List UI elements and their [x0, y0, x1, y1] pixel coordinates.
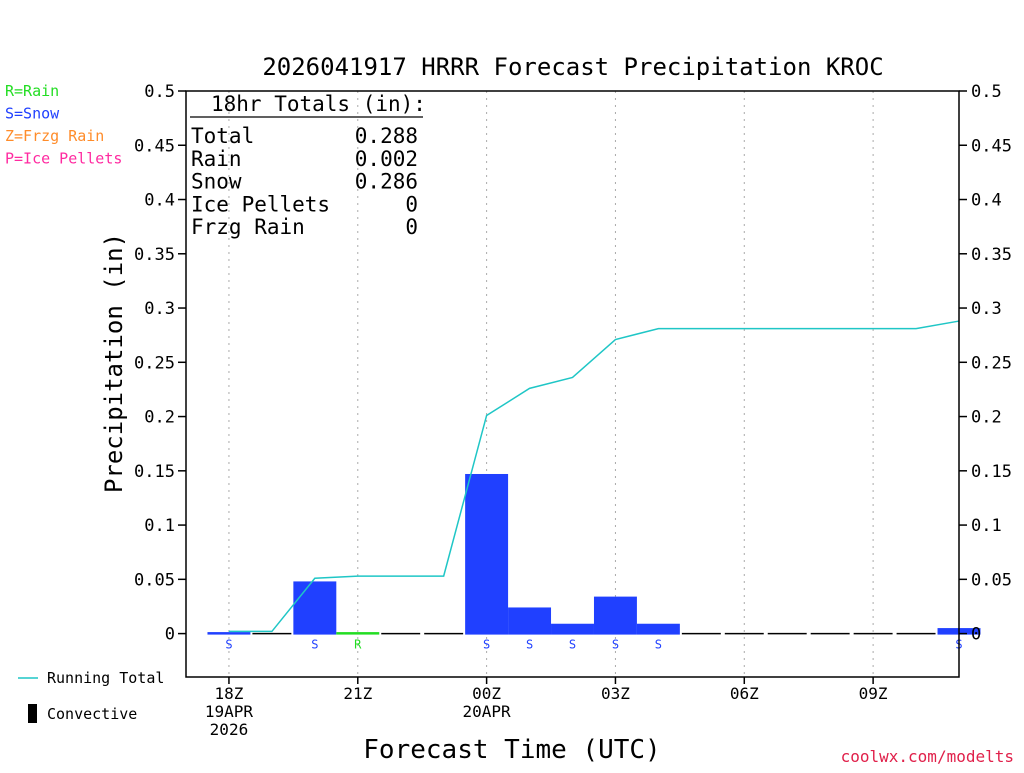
precip-bar [207, 632, 251, 635]
y-tick-label: 0 [165, 625, 175, 645]
y-tick-label-right: 0.3 [971, 299, 1002, 319]
y-axis-left: 0 0.05 0.1 0.15 0.2 0.25 0.3 0.35 0.4 0.45 0.5 [134, 82, 186, 645]
precip-bar [508, 607, 552, 635]
precip-type-label: S [655, 638, 662, 652]
y-tick-label: 0.4 [144, 191, 175, 211]
convective-swatch [28, 704, 37, 723]
y-tick-label: 0.15 [134, 462, 175, 482]
convective-legend: Convective [28, 704, 137, 723]
legend-item-snow: S=Snow [5, 105, 60, 123]
y-axis-right: 0 0.05 0.1 0.15 0.2 0.25 0.3 0.35 0.4 0.45 0.5 [959, 82, 1012, 645]
precip-bar [593, 596, 637, 635]
x-axis-label: Forecast Time (UTC) [363, 735, 660, 765]
precip-type-label: R [354, 638, 362, 652]
precip-bars [207, 473, 981, 635]
precip-type-label: S [569, 638, 576, 652]
x-tick-label: 06Z [730, 684, 759, 703]
precip-bar [293, 581, 337, 635]
totals-value: 0.288 [355, 124, 418, 148]
legend-item-ice: P=Ice Pellets [5, 150, 122, 168]
x-tick-label: 2026 [210, 720, 249, 739]
x-tick-label: 09Z [859, 684, 888, 703]
totals-header: 18hr Totals (in): [211, 92, 426, 116]
precip-bar [636, 623, 680, 635]
y-tick-label-right: 0.5 [971, 82, 1002, 102]
totals-box: 18hr Totals (in): Total 0.288 Rain 0.002 Sno… [190, 92, 426, 239]
y-tick-label-right: 0 [971, 625, 981, 645]
totals-label: Frzg Rain [191, 215, 305, 239]
y-tick-label: 0.25 [134, 353, 175, 373]
y-tick-label-right: 0.2 [971, 408, 1002, 428]
running-total-legend-label: Running Total [47, 669, 164, 687]
legend-item-frzg: Z=Frzg Rain [5, 127, 104, 145]
totals-label: Snow [191, 170, 242, 194]
totals-value: 0 [405, 215, 418, 239]
y-tick-label: 0.3 [144, 299, 175, 319]
y-tick-label: 0.1 [144, 516, 175, 536]
precip-type-legend: R=Rain S=Snow Z=Frzg Rain P=Ice Pellets [5, 82, 122, 168]
totals-label: Rain [191, 147, 242, 171]
x-tick-label: 03Z [601, 684, 630, 703]
y-tick-label-right: 0.05 [971, 570, 1012, 590]
precip-bar [336, 632, 380, 635]
y-tick-label-right: 0.35 [971, 245, 1012, 265]
y-tick-label-right: 0.25 [971, 353, 1012, 373]
totals-value: 0.002 [355, 147, 418, 171]
precip-type-label: S [311, 638, 318, 652]
x-tick-label: 18Z [214, 684, 243, 703]
precip-bar [551, 623, 594, 635]
precip-type-label: S [225, 638, 232, 652]
y-tick-label-right: 0.45 [971, 136, 1012, 156]
running-total-legend: Running Total [18, 669, 164, 687]
convective-legend-label: Convective [47, 705, 137, 723]
y-tick-label-right: 0.1 [971, 516, 1002, 536]
x-tick-label: 00Z [472, 684, 501, 703]
y-axis-label: Precipitation (in) [100, 233, 128, 493]
totals-value: 0.286 [355, 170, 418, 194]
legend-item-rain: R=Rain [5, 82, 59, 100]
y-tick-label: 0.2 [144, 408, 175, 428]
y-tick-label: 0.35 [134, 245, 175, 265]
y-tick-label: 0.05 [134, 570, 175, 590]
running-total-line [228, 320, 960, 633]
precip-type-label: S [612, 638, 619, 652]
y-tick-label-right: 0.4 [971, 191, 1002, 211]
precip-bar [465, 473, 509, 635]
plot-frame [185, 90, 960, 678]
x-tick-label: 21Z [343, 684, 372, 703]
totals-label: Total [191, 124, 254, 148]
y-tick-label: 0.5 [144, 82, 175, 102]
credit-text: coolwx.com/modelts [841, 747, 1014, 766]
totals-value: 0 [405, 192, 418, 216]
x-tick-label: 20APR [463, 702, 512, 721]
precip-type-label: S [483, 638, 490, 652]
y-tick-label-right: 0.15 [971, 462, 1012, 482]
precip-type-label: S [526, 638, 533, 652]
chart-title: 2026041917 HRRR Forecast Precipitation K… [262, 53, 883, 81]
y-tick-label: 0.45 [134, 136, 175, 156]
x-tick-label: 19APR [205, 702, 254, 721]
totals-label: Ice Pellets [191, 192, 330, 216]
